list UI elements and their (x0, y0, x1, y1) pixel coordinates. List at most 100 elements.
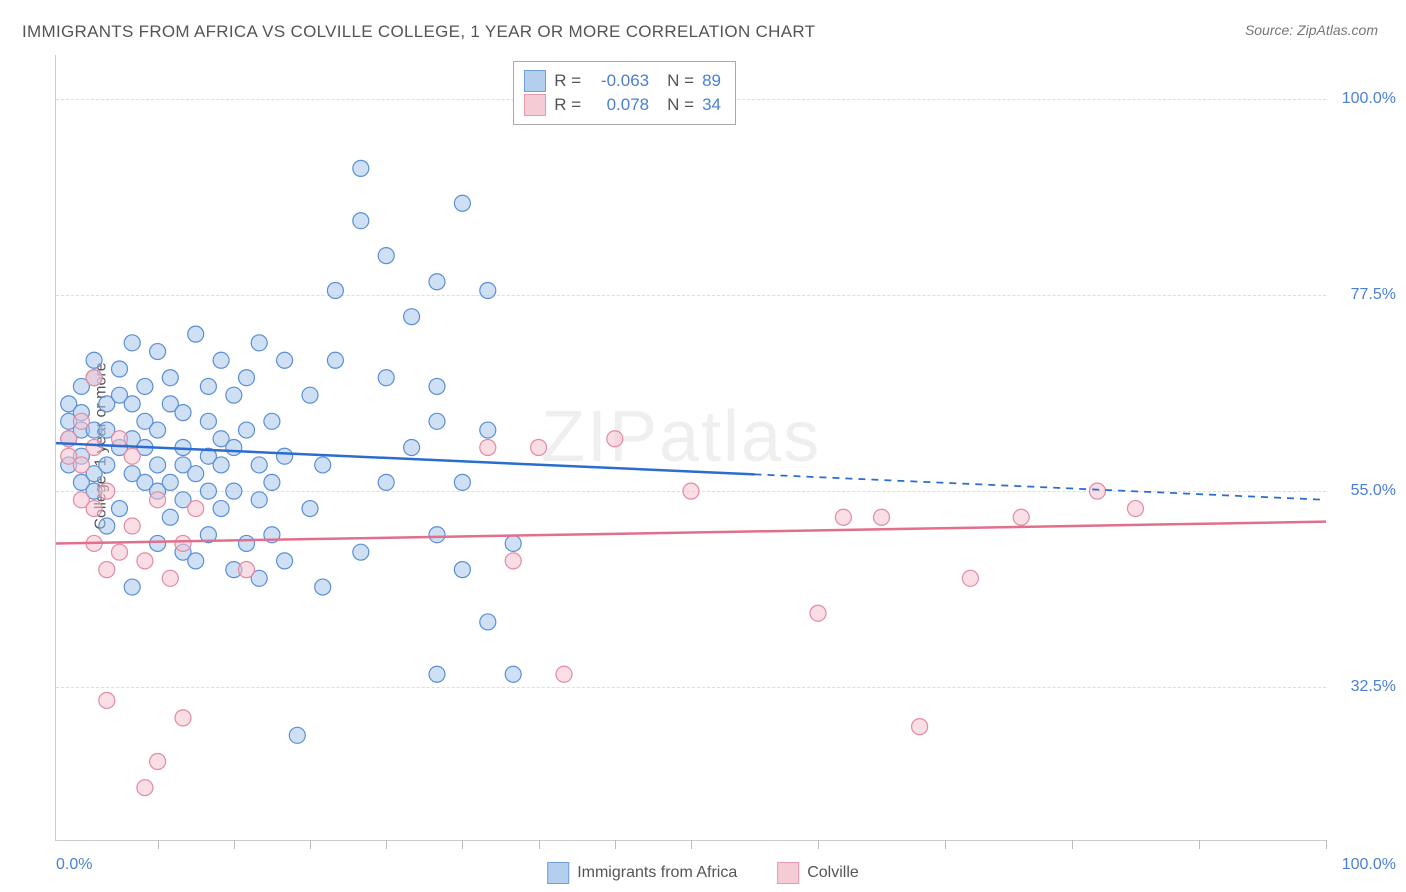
data-point (213, 457, 229, 473)
source-attribution: Source: ZipAtlas.com (1245, 22, 1378, 38)
data-point (454, 474, 470, 490)
stat-n-label: N = (667, 71, 694, 91)
x-tick (310, 840, 311, 849)
data-point (480, 422, 496, 438)
stat-n-label: N = (667, 95, 694, 115)
data-point (264, 413, 280, 429)
x-tick (462, 840, 463, 849)
data-point (1089, 483, 1105, 499)
chart-title: IMMIGRANTS FROM AFRICA VS COLVILLE COLLE… (22, 22, 815, 42)
x-min-label: 0.0% (56, 856, 92, 874)
data-point (289, 727, 305, 743)
stats-row: R = -0.063N = 89 (524, 70, 721, 92)
data-point (480, 440, 496, 456)
data-point (302, 501, 318, 517)
series-swatch (524, 94, 546, 116)
data-point (175, 535, 191, 551)
data-point (480, 283, 496, 299)
data-point (99, 692, 115, 708)
data-point (150, 344, 166, 360)
data-point (137, 780, 153, 796)
data-point (112, 431, 128, 447)
data-point (353, 160, 369, 176)
data-point (251, 335, 267, 351)
data-point (175, 405, 191, 421)
legend-label: Colville (807, 864, 859, 882)
data-point (150, 754, 166, 770)
data-point (239, 562, 255, 578)
data-point (213, 501, 229, 517)
data-point (188, 501, 204, 517)
y-tick-label: 32.5% (1336, 678, 1396, 696)
data-point (239, 535, 255, 551)
data-point (86, 352, 102, 368)
data-point (429, 378, 445, 394)
data-point (150, 535, 166, 551)
data-point (73, 457, 89, 473)
legend-item: Immigrants from Africa (547, 862, 737, 884)
stat-r-label: R = (554, 71, 581, 91)
x-tick (1199, 840, 1200, 849)
data-point (112, 361, 128, 377)
data-point (112, 544, 128, 560)
x-tick (615, 840, 616, 849)
data-point (429, 274, 445, 290)
x-tick (234, 840, 235, 849)
stat-n-value: 89 (702, 71, 721, 91)
trend-line-dashed (755, 474, 1327, 500)
data-point (99, 518, 115, 534)
data-point (251, 457, 267, 473)
data-point (505, 535, 521, 551)
data-point (73, 413, 89, 429)
data-point (353, 544, 369, 560)
data-point (251, 492, 267, 508)
data-point (835, 509, 851, 525)
data-point (327, 352, 343, 368)
data-point (277, 448, 293, 464)
x-tick (945, 840, 946, 849)
data-point (175, 710, 191, 726)
data-point (912, 719, 928, 735)
data-point (277, 352, 293, 368)
x-tick (158, 840, 159, 849)
data-point (112, 501, 128, 517)
data-point (86, 440, 102, 456)
data-point (327, 283, 343, 299)
y-tick-label: 100.0% (1336, 90, 1396, 108)
data-point (556, 666, 572, 682)
y-tick-label: 77.5% (1336, 286, 1396, 304)
data-point (150, 492, 166, 508)
data-point (874, 509, 890, 525)
plot-svg (56, 55, 1326, 840)
legend-swatch (777, 862, 799, 884)
data-point (99, 457, 115, 473)
data-point (200, 378, 216, 394)
data-point (124, 448, 140, 464)
data-point (162, 570, 178, 586)
data-point (429, 413, 445, 429)
data-point (213, 352, 229, 368)
data-point (137, 553, 153, 569)
x-tick (691, 840, 692, 849)
data-point (200, 413, 216, 429)
data-point (264, 474, 280, 490)
data-point (378, 370, 394, 386)
data-point (200, 483, 216, 499)
data-point (454, 195, 470, 211)
data-point (962, 570, 978, 586)
data-point (86, 370, 102, 386)
legend-label: Immigrants from Africa (577, 864, 737, 882)
data-point (137, 378, 153, 394)
data-point (99, 562, 115, 578)
x-max-label: 100.0% (1342, 856, 1396, 874)
data-point (378, 474, 394, 490)
data-point (277, 553, 293, 569)
data-point (315, 457, 331, 473)
x-tick (818, 840, 819, 849)
data-point (150, 457, 166, 473)
series-swatch (524, 70, 546, 92)
stat-r-label: R = (554, 95, 581, 115)
series-legend: Immigrants from Africa Colville (547, 862, 859, 884)
data-point (162, 370, 178, 386)
data-point (150, 422, 166, 438)
